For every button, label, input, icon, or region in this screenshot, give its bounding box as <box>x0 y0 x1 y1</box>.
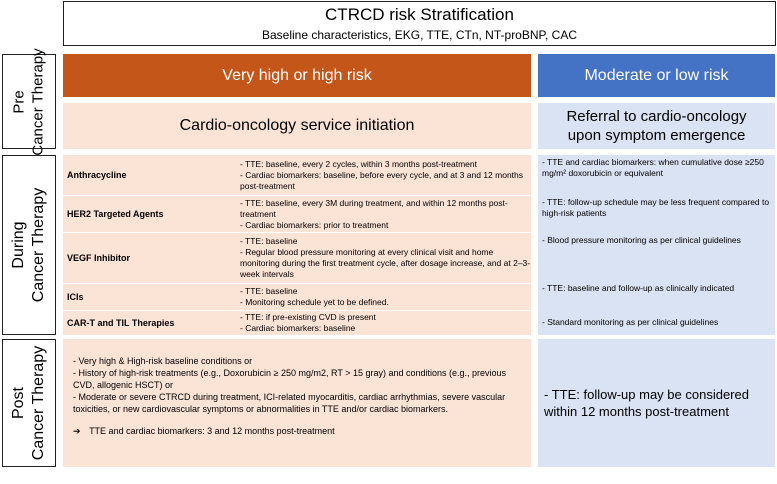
moderate-item: - TTE: follow-up schedule may be less fr… <box>542 197 770 218</box>
pre-moderate-line1: Referral to cardio-oncology <box>566 108 747 125</box>
phase-post: Post Cancer Therapy <box>2 339 56 467</box>
agent-row-car-t: CAR-T and TIL Therapies - TTE: if pre-ex… <box>63 311 531 335</box>
agent-line: - Cardiac biomarkers: baseline, before e… <box>240 169 524 191</box>
phase-pre-line1: Pre <box>11 89 28 114</box>
phase-post-line2: Cancer Therapy <box>30 345 47 461</box>
agent-line: - TTE: if pre-existing CVD is present <box>240 312 376 322</box>
agent-row-her2: HER2 Targeted Agents - TTE: baseline, ev… <box>63 196 531 232</box>
agent-name: HER2 Targeted Agents <box>67 209 164 219</box>
post-high-box: - Very high & High-risk baseline conditi… <box>63 339 531 467</box>
agent-line: - TTE: baseline, every 2 cycles, within … <box>240 158 477 169</box>
post-high-item: - History of high-risk treatments (e.g.,… <box>73 368 507 390</box>
agent-line: - TTE: baseline <box>240 236 298 246</box>
agent-line: - Cardiac biomarkers: baseline <box>240 323 356 333</box>
agent-row-anthracycline: Anthracycline - TTE: baseline, every 2 c… <box>63 155 531 195</box>
pre-moderate-box: Referral to cardio-oncology upon symptom… <box>538 103 775 149</box>
agent-line: - Regular blood pressure monitoring at e… <box>240 247 531 279</box>
risk-header-high: Very high or high risk <box>63 54 531 97</box>
pre-moderate-line2: upon symptom emergence <box>567 127 746 144</box>
phase-pre-line2: Cancer Therapy <box>30 47 47 156</box>
phase-post-line1: Post <box>10 387 27 420</box>
agent-row-vegf: VEGF Inhibitor - TTE: baseline - Regular… <box>63 233 531 283</box>
agent-line: - TTE: baseline, every 3M during treatme… <box>240 197 508 219</box>
moderate-item: - Standard monitoring as per clinical gu… <box>542 317 719 327</box>
agent-row-icis: ICIs - TTE: baseline - Monitoring schedu… <box>63 284 531 310</box>
phase-pre: Pre Cancer Therapy <box>2 48 56 155</box>
during-moderate-column: - TTE and cardiac biomarkers: when cumul… <box>538 155 775 335</box>
agent-name: CAR-T and TIL Therapies <box>67 318 175 328</box>
agent-line: - Monitoring schedule yet to be defined. <box>240 297 389 307</box>
phase-during: During Cancer Therapy <box>2 155 56 335</box>
agent-name: VEGF Inhibitor <box>67 253 130 263</box>
pre-high-box: Cardio-oncology service initiation <box>63 103 531 149</box>
stratification-header: CTRCD risk Stratification Baseline chara… <box>63 1 776 46</box>
phase-during-line1: During <box>10 221 27 269</box>
agent-line: - Cardiac biomarkers: prior to treatment <box>240 219 389 230</box>
moderate-item: - TTE: baseline and follow-up as clinica… <box>542 283 735 293</box>
header-subtitle: Baseline characteristics, EKG, TTE, CTn,… <box>262 27 577 42</box>
risk-header-moderate: Moderate or low risk <box>538 54 775 97</box>
post-high-followup: ➔ TTE and cardiac biomarkers: 3 and 12 m… <box>73 425 521 437</box>
phase-during-line2: Cancer Therapy <box>30 187 47 303</box>
arrow-icon: ➔ <box>73 426 81 436</box>
post-moderate-box: - TTE: follow-up may be considered withi… <box>538 339 775 467</box>
post-high-item: - Moderate or severe CTRCD during treatm… <box>73 392 506 414</box>
header-title: CTRCD risk Stratification <box>325 4 514 24</box>
moderate-item: - TTE and cardiac biomarkers: when cumul… <box>542 157 764 178</box>
moderate-item: - Blood pressure monitoring as per clini… <box>542 235 741 245</box>
agent-name: ICIs <box>67 292 84 302</box>
post-high-item: - Very high & High-risk baseline conditi… <box>73 356 253 366</box>
agent-line: - TTE: baseline <box>240 286 298 296</box>
agent-name: Anthracycline <box>67 170 127 180</box>
post-high-followup-text: TTE and cardiac biomarkers: 3 and 12 mon… <box>89 426 335 436</box>
